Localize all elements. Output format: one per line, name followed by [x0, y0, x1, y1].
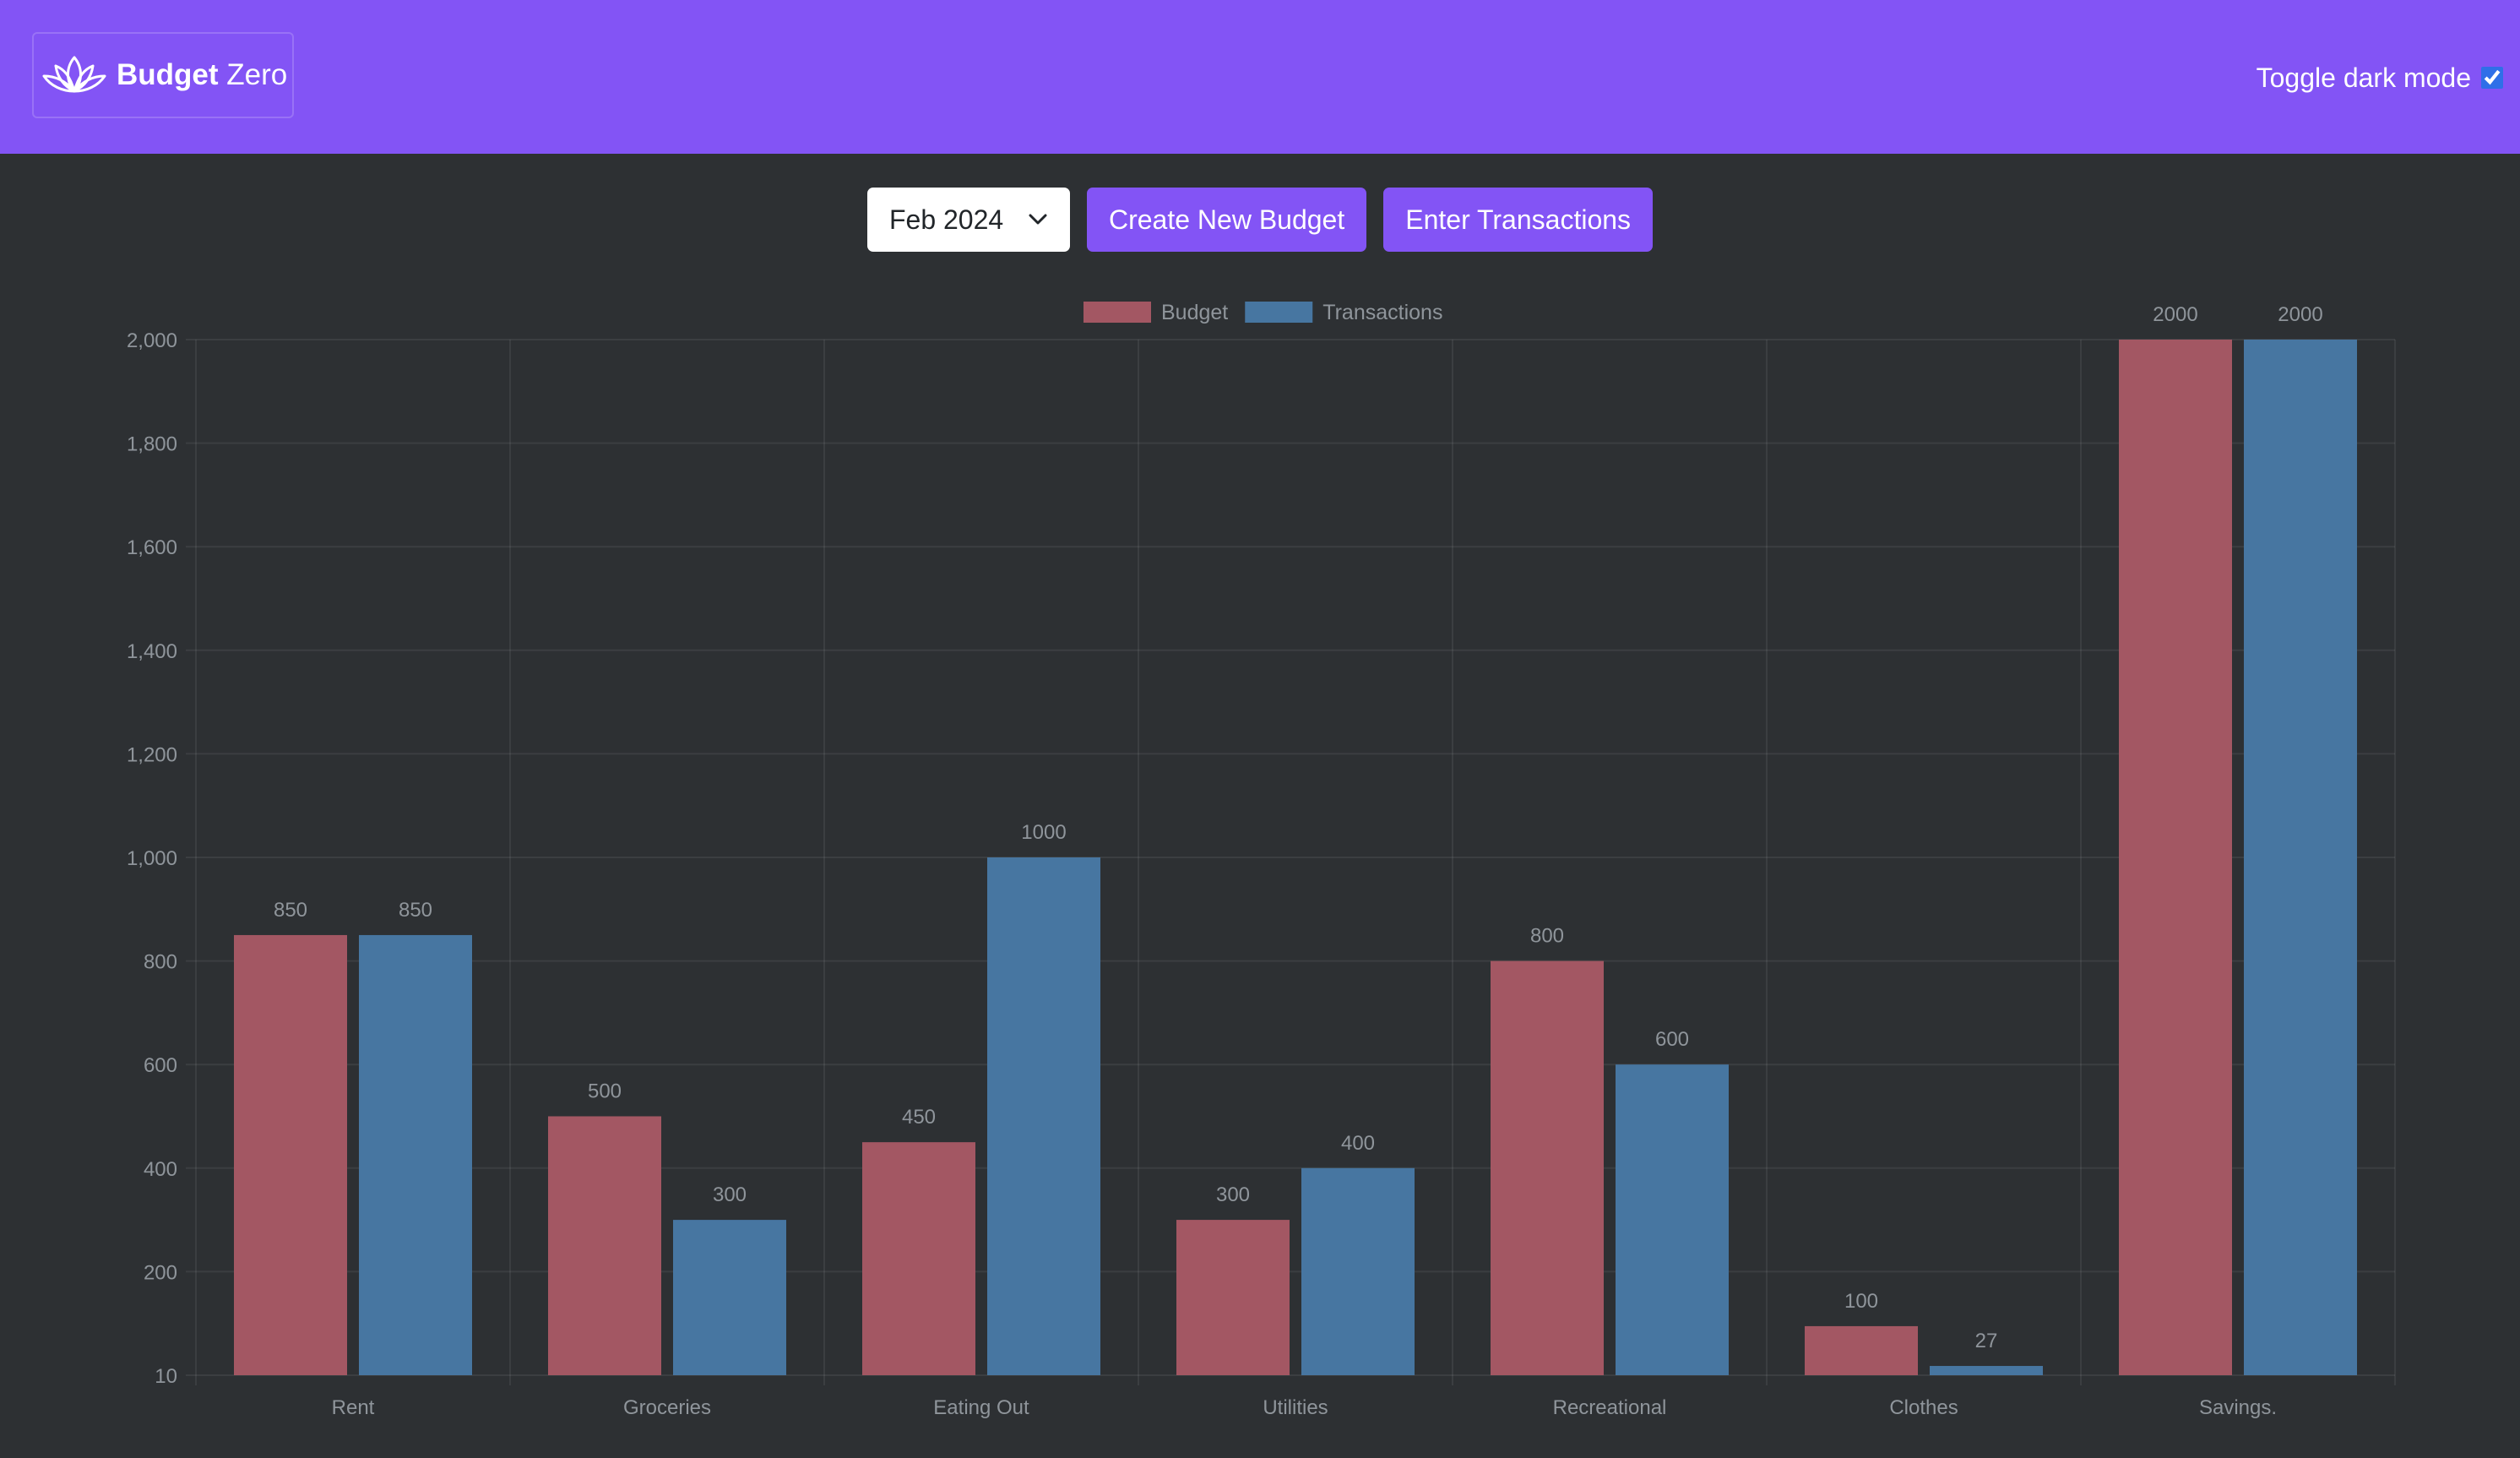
y-tick-label: 1,200 [127, 743, 177, 766]
x-tick-label: Clothes [1889, 1396, 1958, 1419]
legend-swatch-transactions [1245, 302, 1313, 323]
x-tick-label: Eating Out [933, 1396, 1029, 1419]
bar-transactions [1616, 1064, 1729, 1375]
y-tick-label: 1,000 [127, 847, 177, 870]
y-tick-label: 200 [144, 1261, 177, 1284]
y-tick-label: 10 [155, 1365, 177, 1388]
bar-transactions [1930, 1366, 2043, 1375]
x-tick-label: Rent [332, 1396, 375, 1419]
bar-budget [1491, 960, 1604, 1375]
data-label: 850 [274, 899, 307, 922]
data-label: 300 [713, 1183, 747, 1206]
bar-budget [1176, 1220, 1290, 1375]
bar-budget [862, 1142, 975, 1375]
data-label: 600 [1655, 1028, 1689, 1051]
bar-transactions [987, 857, 1100, 1375]
x-tick-label: Savings. [2199, 1396, 2277, 1419]
data-label: 2000 [2153, 303, 2197, 326]
data-label: 100 [1844, 1290, 1878, 1313]
brand-name-bold: Budget [117, 58, 219, 91]
x-tick-label: Groceries [623, 1396, 711, 1419]
y-tick-label: 600 [144, 1054, 177, 1077]
y-tick-label: 400 [144, 1158, 177, 1181]
month-select[interactable]: Feb 2024 [866, 188, 1070, 252]
data-label: 300 [1216, 1183, 1250, 1206]
lotus-icon [42, 56, 106, 93]
bar-transactions [2244, 340, 2357, 1375]
brand-name: Budget Zero [117, 58, 287, 92]
month-select-value: Feb 2024 [888, 204, 1004, 235]
budget-controls: Feb 2024 Create New Budget Enter Transac… [0, 188, 2520, 252]
bar-budget [548, 1116, 661, 1375]
legend-label: Budget [1161, 301, 1228, 324]
create-new-budget-button[interactable]: Create New Budget [1086, 188, 1367, 252]
chevron-down-icon [1029, 214, 1047, 225]
y-tick-label: 800 [144, 951, 177, 974]
bar-budget [2119, 340, 2232, 1375]
data-label: 1000 [1021, 821, 1066, 844]
y-tick-label: 1,600 [127, 536, 177, 559]
brand-logo[interactable]: Budget Zero [32, 32, 294, 118]
data-label: 850 [399, 899, 432, 922]
dark-mode-label: Toggle dark mode [2256, 62, 2471, 93]
y-tick-label: 1,800 [127, 433, 177, 456]
y-tick-label: 2,000 [127, 329, 177, 352]
brand-name-light: Zero [226, 58, 288, 91]
data-label: 400 [1341, 1132, 1375, 1155]
bar-transactions [673, 1220, 786, 1375]
dark-mode-toggle[interactable]: Toggle dark mode [2257, 59, 2503, 96]
bar-budget [1805, 1325, 1918, 1375]
bar-budget [234, 934, 347, 1375]
x-tick-label: Utilities [1263, 1396, 1328, 1419]
y-tick-label: 1,400 [127, 640, 177, 663]
dark-mode-checkbox[interactable] [2481, 67, 2503, 89]
bar-transactions [359, 934, 472, 1375]
bar-transactions [1301, 1167, 1415, 1375]
x-tick-label: Recreational [1553, 1396, 1667, 1419]
data-label: 500 [588, 1080, 622, 1103]
data-label: 450 [902, 1106, 936, 1129]
legend-swatch-budget [1083, 302, 1151, 323]
navbar: Budget Zero Toggle dark mode [0, 0, 2520, 154]
data-label: 800 [1530, 925, 1564, 948]
data-label: 27 [1975, 1330, 1998, 1352]
legend-label: Transactions [1322, 301, 1442, 324]
enter-transactions-button[interactable]: Enter Transactions [1383, 188, 1654, 252]
data-label: 2000 [2278, 303, 2322, 326]
